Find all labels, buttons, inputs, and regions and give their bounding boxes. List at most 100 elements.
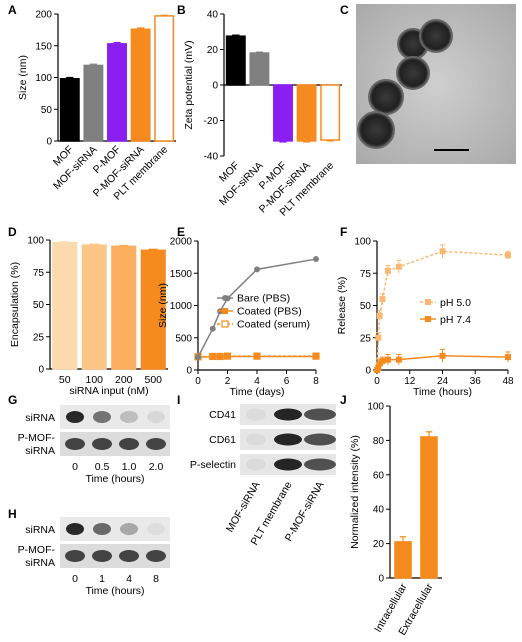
chartE-legend-marker-1 — [222, 308, 228, 314]
blotH-xlabel: Time (hours) — [85, 585, 144, 597]
chartD-bar-1 — [81, 244, 107, 370]
chartF-ytick-label-4: 100 — [354, 237, 371, 248]
chartE-ytick-label-2: 1000 — [170, 301, 193, 312]
chartD-xtick-label-3: 500 — [144, 374, 162, 386]
chartJ-ytick-label-2: 40 — [373, 505, 385, 516]
chartE-xtick-label-0: 0 — [195, 376, 201, 387]
blotH-band-sirna-0 — [66, 523, 84, 535]
chartA-ytick-label-4: 200 — [35, 10, 52, 21]
chartD-ylabel: Encapsulation (%) — [9, 262, 21, 347]
chartA-bar-4 — [154, 15, 175, 142]
panel-letter-H: H — [8, 507, 17, 521]
blotH-band-pmof-0 — [65, 550, 85, 562]
chartE-point-0-0 — [195, 354, 201, 361]
chartF-legend-label-1: pH 7.4 — [440, 314, 471, 326]
chartE-point-1-5 — [313, 353, 319, 360]
panel-letter-I: I — [177, 393, 180, 407]
chartF-ytick-label-0: 0 — [365, 366, 371, 377]
chartF-point-0-6 — [439, 248, 446, 255]
chartF-xtick-label-2: 24 — [437, 376, 449, 387]
chartE-point-1-3 — [224, 353, 231, 360]
chartA-bar-1 — [83, 64, 104, 142]
chartD-xtick-label-2: 200 — [115, 374, 133, 386]
chartE-point-0-5 — [313, 256, 319, 263]
chartF-xtick-label-0: 0 — [374, 376, 380, 387]
chartE-legend-label-2: Coated (serum) — [237, 319, 310, 331]
blotI-row-label-1: CD61 — [209, 434, 236, 446]
chartE-xtick-label-1: 2 — [225, 376, 231, 387]
chartB-bar-1 — [249, 52, 270, 86]
blotG-band-sirna-2 — [120, 411, 138, 423]
chartF-legend-label-0: pH 5.0 — [440, 297, 471, 309]
chartE-xlabel: Time (days) — [229, 386, 284, 398]
chartA-ytick-label-1: 50 — [41, 105, 53, 116]
chartJ-ylabel: Normalized intensity (%) — [349, 435, 361, 549]
chartD-xlabel: siRNA input (nM) — [69, 385, 148, 397]
chartE-point-0-1 — [209, 325, 216, 332]
blotG-row-label-1a: P-MOF- — [18, 432, 56, 444]
chartJ-bar-1 — [420, 436, 438, 579]
blotH-band-sirna-2 — [120, 523, 138, 535]
chartF-legend-marker-0 — [425, 299, 431, 305]
chartF-point-0-5 — [395, 263, 402, 270]
chartB-ytick-label-3: 20 — [207, 45, 219, 56]
chartE-ytick-label-4: 2000 — [170, 237, 193, 248]
chartF-ylabel: Release (%) — [336, 277, 348, 335]
blotI-band-2-1 — [274, 458, 302, 471]
chartJ-ytick-label-0: 0 — [378, 574, 384, 585]
chartF-point-1-7 — [505, 354, 511, 361]
chartF-point-0-2 — [376, 312, 383, 319]
chartE-xtick-label-4: 8 — [313, 376, 319, 387]
chartF-point-1-1 — [375, 364, 382, 371]
panel-letter-B: B — [177, 3, 186, 17]
blotG-tick-label-0: 0 — [72, 461, 78, 473]
chartD-ytick-label-0: 0 — [38, 365, 44, 376]
blotH-row-label-1a: P-MOF- — [18, 544, 56, 556]
blotI-band-0-1 — [274, 408, 302, 421]
blotH-row-label-0: siRNA — [25, 524, 55, 536]
chartF-point-0-3 — [379, 296, 386, 303]
blotG-band-sirna-3 — [147, 411, 165, 423]
blotH-tick-label-3: 8 — [153, 573, 159, 585]
chartJ-ytick-label-3: 60 — [373, 470, 385, 481]
chartF-point-1-6 — [439, 352, 446, 359]
chartA-ytick-label-2: 100 — [35, 73, 52, 84]
blotH-band-sirna-1 — [93, 523, 111, 535]
chartA-ylabel: Size (nm) — [17, 55, 29, 100]
chartF-point-1-5 — [395, 356, 402, 363]
chartE-point-0-4 — [254, 266, 260, 273]
chartJ-ytick-label-1: 20 — [373, 539, 385, 550]
blotG-row-label-0: siRNA — [25, 412, 55, 424]
chartB-bar-0 — [225, 35, 246, 86]
chartE-point-1-4 — [254, 353, 260, 360]
chart-panel-E: 0 500 1000 1500 2000 Size (nm) 0 2 4 6 8 Time (days… — [157, 237, 320, 398]
blotH-band-sirna-3 — [147, 523, 165, 535]
blotG-band-pmof-0 — [65, 438, 85, 450]
chart-panel-F: 0 25 50 75 100 Release (%) 0 12 24 36 48 Time (hour… — [336, 237, 514, 399]
blotI-row-label-0: CD41 — [209, 409, 236, 421]
blotG-band-sirna-1 — [93, 411, 111, 423]
chartJ-ytick-label-4: 80 — [373, 436, 385, 447]
chartD-ytick-label-2: 50 — [33, 300, 45, 311]
chartD-xtick-label-1: 100 — [85, 374, 103, 386]
chartF-legend-marker-1 — [425, 316, 431, 322]
chartE-ylabel: Size (nm) — [157, 283, 169, 328]
blotI-row-label-2: P-selectin — [190, 459, 236, 471]
panel-letter-E: E — [177, 225, 185, 239]
blotG-tick-label-2: 1.0 — [122, 461, 137, 473]
panel-letter-G: G — [8, 393, 17, 407]
blotH-tick-label-0: 0 — [72, 573, 78, 585]
chartE-legend-label-0: Bare (PBS) — [237, 293, 290, 305]
chartE-xtick-label-2: 4 — [254, 376, 260, 387]
blotH-band-pmof-1 — [92, 550, 112, 562]
panel-letter-D: D — [8, 225, 17, 239]
chartF-point-0-4 — [384, 267, 391, 274]
blotG-band-sirna-0 — [66, 411, 84, 423]
chartD-bar-0 — [52, 241, 78, 370]
blotH-band-pmof-3 — [146, 550, 166, 562]
chartF-point-0-7 — [505, 252, 511, 259]
